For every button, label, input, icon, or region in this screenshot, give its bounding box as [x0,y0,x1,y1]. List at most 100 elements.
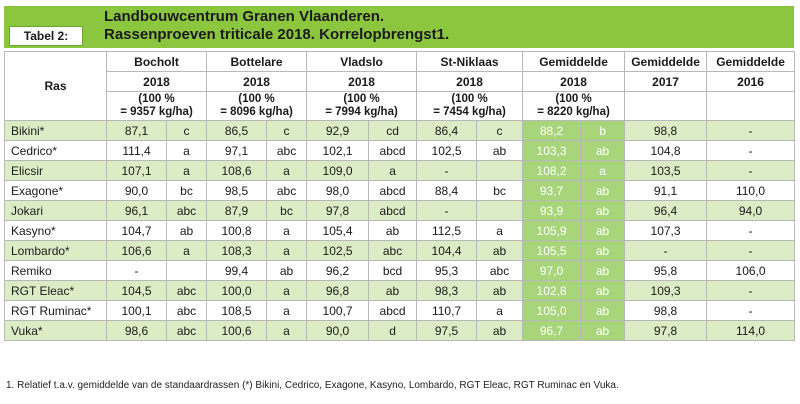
cell: - [706,300,796,321]
cell: 87,9 [206,200,268,221]
cell: bc [266,200,308,221]
cell-avg-2018-group: ab [580,320,626,341]
title-bar [4,6,794,48]
reference-kgha: = 8220 kg/ha) [537,106,610,118]
variety-name: Cedrico* [4,140,107,161]
cell: ab [476,320,524,341]
cell: d [368,320,418,341]
cell: 114,0 [706,320,796,341]
header-vladslo: Vladslo [306,51,418,72]
variety-name: Bikini* [4,120,107,141]
table-body: Bikini* 87,1 c 86,5 c 92,9 cd 86,4 c 88,2 b 9… [4,120,796,341]
cell: bc [165,180,208,201]
cell: a [266,320,308,341]
cell: 97,8 [624,320,708,341]
variety-name: Remiko [4,260,107,281]
cell: 96,1 [106,200,167,221]
year-st-niklaas: 2018 [416,71,524,92]
cell: 94,0 [706,200,796,221]
year-gemiddelde-2018: 2018 [522,71,626,92]
reference-vladslo: (100 % = 7994 kg/ha) [306,91,418,121]
cell: - [706,160,796,181]
cell: 100,0 [206,280,268,301]
cell: abc [165,300,208,321]
cell: ab [476,280,524,301]
cell-avg-2018: 88,2 [522,120,582,141]
year-bocholt: 2018 [105,71,208,92]
cell-avg-2018: 105,5 [522,240,582,261]
cell-avg-2018-group: ab [580,220,626,241]
cell-avg-2018: 93,7 [522,180,582,201]
cell: c [165,120,208,141]
cell: 86,5 [206,120,268,141]
cell-avg-2018-group: ab [580,200,626,221]
header-ras: Ras [4,51,107,121]
cell: a [266,240,308,261]
reference-kgha: = 9357 kg/ha) [120,106,193,118]
table-row: Cedrico* 111,4 a 97,1 abc 102,1 abcd 102,5 a… [4,140,796,161]
cell: - [624,240,708,261]
cell: abc [165,320,208,341]
cell: - [706,280,796,301]
cell: abc [476,260,524,281]
cell: a [476,300,524,321]
cell: 86,4 [416,120,478,141]
cell: 112,5 [416,220,478,241]
cell: 96,4 [624,200,708,221]
cell: 97,8 [306,200,370,221]
cell: bc [476,180,524,201]
header-bottelare: Bottelare [206,51,308,72]
cell: a [165,240,208,261]
variety-name: RGT Ruminac* [4,300,107,321]
table-number-label: Tabel 2: [9,26,83,46]
cell: 102,5 [306,240,370,261]
table-title-line1: Landbouwcentrum Granen Vlaanderen. [104,8,385,25]
cell: abc [368,240,418,261]
cell: a [368,160,418,181]
cell: 104,8 [624,140,708,161]
variety-name: Kasyno* [4,220,107,241]
cell: abc [165,280,208,301]
cell: a [165,140,208,161]
cell: 87,1 [106,120,167,141]
cell: - [706,120,796,141]
cell-avg-2018-group: ab [580,300,626,321]
table-row: Remiko - 99,4 ab 96,2 bcd 95,3 abc 97,0 ab 9… [4,260,796,281]
cell: 100,8 [206,220,268,241]
table-row: Kasyno* 104,7 ab 100,8 a 105,4 ab 112,5 a 10… [4,220,796,241]
cell: 107,3 [624,220,708,241]
variety-name: RGT Eleac* [4,280,107,301]
cell: 111,4 [106,140,167,161]
cell-avg-2018: 93,9 [522,200,582,221]
cell: ab [165,220,208,241]
cell: - [106,260,167,281]
cell-avg-2018: 97,0 [522,260,582,281]
cell-avg-2018-group: b [580,120,626,141]
cell: 109,0 [306,160,370,181]
cell: - [416,200,478,221]
reference-pct: (100 % [343,93,380,105]
cell: 98,8 [624,120,708,141]
cell-avg-2018-group: ab [580,260,626,281]
header-gemiddelde-2016: Gemiddelde [706,51,796,72]
cell-avg-2018-group: ab [580,280,626,301]
year-vladslo: 2018 [306,71,418,92]
cell: a [266,220,308,241]
cell: 110,7 [416,300,478,321]
reference-kgha: = 8096 kg/ha) [220,106,293,118]
cell: 96,2 [306,260,370,281]
table-row: Lombardo* 106,6 a 108,3 a 102,5 abc 104,4 ab… [4,240,796,261]
header-bocholt: Bocholt [105,51,208,72]
reference-bottelare: (100 % = 8096 kg/ha) [206,91,308,121]
cell: a [266,160,308,181]
year-gemiddelde-2017: 2017 [624,71,708,92]
cell: 100,1 [106,300,167,321]
reference-pct: (100 % [451,93,488,105]
cell-avg-2018: 105,9 [522,220,582,241]
reference-bocholt: (100 % = 9357 kg/ha) [105,91,208,121]
cell: ab [266,260,308,281]
cell: 98,8 [624,300,708,321]
cell: abcd [368,300,418,321]
cell: 103,5 [624,160,708,181]
cell: 108,3 [206,240,268,261]
